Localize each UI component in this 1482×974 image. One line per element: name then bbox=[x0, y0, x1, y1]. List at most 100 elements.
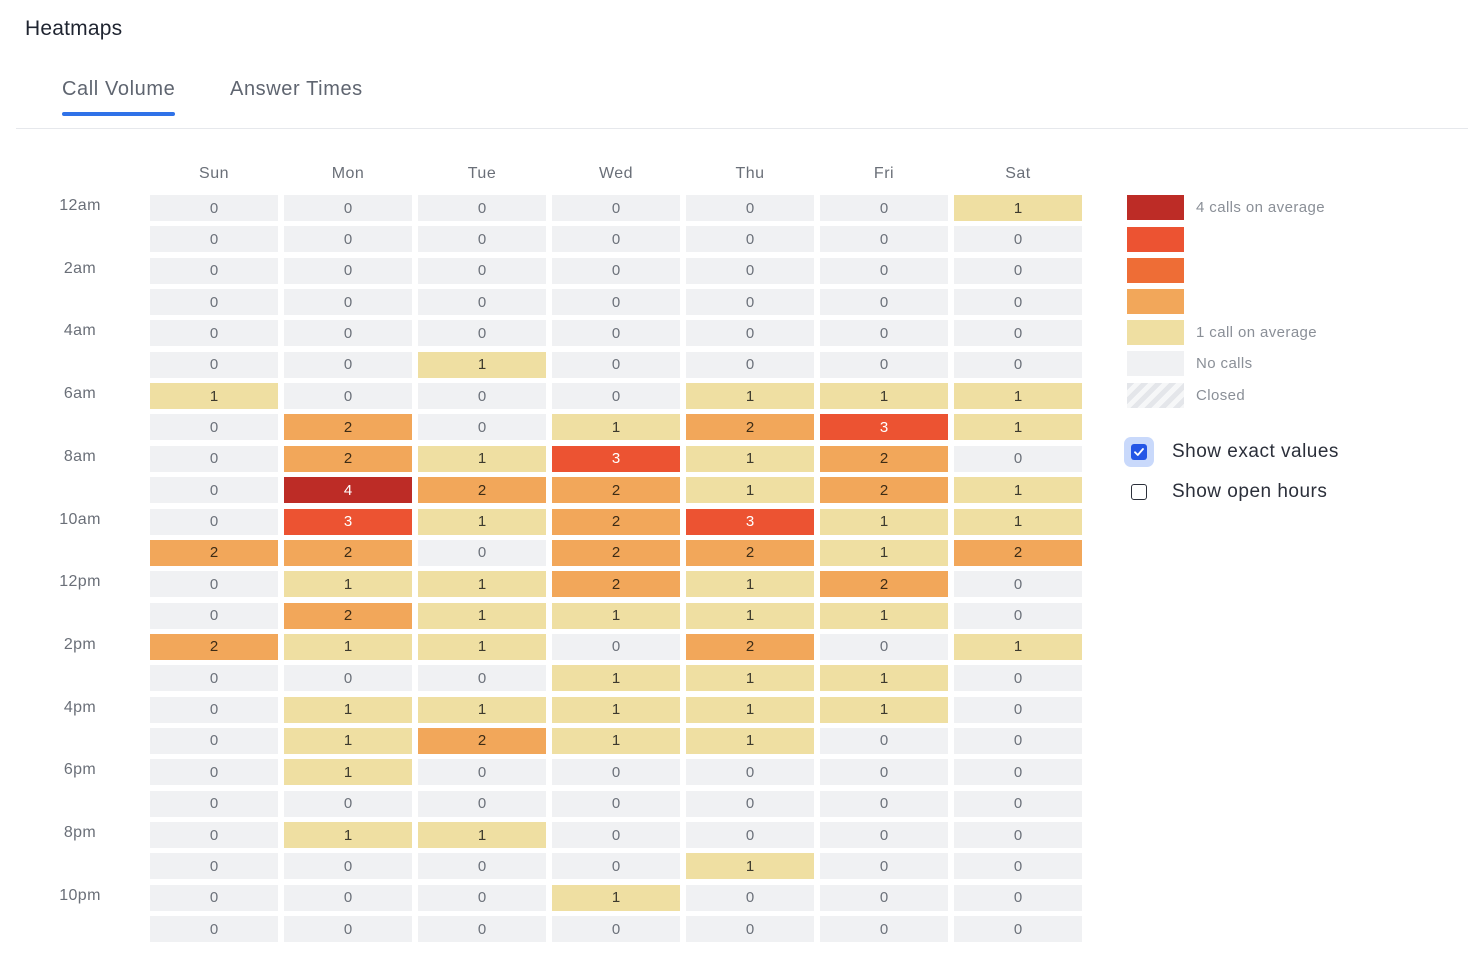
heatmap-cell[interactable]: 2 bbox=[418, 477, 546, 504]
show-open-hours-option[interactable]: Show open hours bbox=[1124, 477, 1327, 507]
heatmap-cell[interactable]: 2 bbox=[150, 633, 278, 660]
tab-answer-times[interactable]: Answer Times bbox=[230, 78, 363, 115]
heatmap-cell[interactable]: 0 bbox=[418, 853, 546, 880]
heatmap-cell[interactable]: 0 bbox=[686, 822, 814, 848]
heatmap-cell[interactable]: 2 bbox=[284, 414, 412, 441]
heatmap-cell[interactable]: 0 bbox=[418, 383, 546, 410]
heatmap-cell[interactable]: 1 bbox=[418, 351, 546, 378]
heatmap-cell[interactable]: 0 bbox=[284, 916, 412, 943]
heatmap-cell[interactable]: 0 bbox=[686, 226, 814, 253]
heatmap-cell[interactable]: 1 bbox=[820, 665, 948, 692]
heatmap-cell[interactable]: 1 bbox=[686, 383, 814, 410]
heatmap-cell[interactable]: 1 bbox=[418, 633, 546, 660]
heatmap-cell[interactable]: 1 bbox=[284, 571, 412, 598]
heatmap-cell[interactable]: 0 bbox=[954, 916, 1082, 943]
heatmap-cell[interactable]: 4 bbox=[284, 477, 412, 504]
heatmap-cell[interactable]: 0 bbox=[552, 853, 680, 880]
heatmap-cell[interactable]: 2 bbox=[552, 571, 680, 598]
heatmap-cell[interactable]: 1 bbox=[954, 508, 1082, 535]
heatmap-cell[interactable]: 0 bbox=[418, 289, 546, 316]
heatmap-cell[interactable]: 1 bbox=[284, 696, 412, 723]
heatmap-cell[interactable]: 0 bbox=[150, 790, 278, 817]
heatmap-cell[interactable]: 1 bbox=[820, 602, 948, 629]
heatmap-cell[interactable]: 3 bbox=[284, 508, 412, 535]
heatmap-cell[interactable]: 1 bbox=[552, 696, 680, 723]
heatmap-cell[interactable]: 0 bbox=[284, 226, 412, 253]
heatmap-cell[interactable]: 2 bbox=[686, 633, 814, 660]
heatmap-cell[interactable]: 0 bbox=[150, 696, 278, 723]
heatmap-cell[interactable]: 0 bbox=[820, 727, 948, 754]
heatmap-cell[interactable]: 0 bbox=[552, 320, 680, 347]
heatmap-cell[interactable]: 0 bbox=[418, 790, 546, 817]
heatmap-cell[interactable]: 0 bbox=[418, 665, 546, 692]
heatmap-cell[interactable]: 0 bbox=[284, 665, 412, 692]
heatmap-cell[interactable]: 0 bbox=[150, 884, 278, 911]
heatmap-cell[interactable]: 0 bbox=[284, 790, 412, 817]
heatmap-cell[interactable]: 0 bbox=[150, 320, 278, 347]
heatmap-cell[interactable]: 0 bbox=[418, 414, 546, 441]
heatmap-cell[interactable]: 1 bbox=[954, 195, 1082, 221]
heatmap-cell[interactable]: 0 bbox=[284, 195, 412, 221]
heatmap-cell[interactable]: 0 bbox=[820, 822, 948, 848]
heatmap-cell[interactable]: 0 bbox=[820, 320, 948, 347]
heatmap-cell[interactable]: 0 bbox=[954, 571, 1082, 598]
heatmap-cell[interactable]: 0 bbox=[150, 571, 278, 598]
heatmap-cell[interactable]: 0 bbox=[820, 884, 948, 911]
show-exact-values-option[interactable]: Show exact values bbox=[1124, 437, 1339, 467]
heatmap-cell[interactable]: 2 bbox=[820, 445, 948, 472]
heatmap-cell[interactable]: 3 bbox=[820, 414, 948, 441]
heatmap-cell[interactable]: 0 bbox=[150, 195, 278, 221]
heatmap-cell[interactable]: 0 bbox=[686, 289, 814, 316]
heatmap-cell[interactable]: 1 bbox=[686, 727, 814, 754]
heatmap-cell[interactable]: 0 bbox=[284, 257, 412, 284]
heatmap-cell[interactable]: 1 bbox=[954, 477, 1082, 504]
heatmap-cell[interactable]: 0 bbox=[150, 257, 278, 284]
heatmap-cell[interactable]: 1 bbox=[552, 665, 680, 692]
heatmap-cell[interactable]: 0 bbox=[150, 759, 278, 786]
heatmap-cell[interactable]: 0 bbox=[954, 853, 1082, 880]
heatmap-cell[interactable]: 1 bbox=[284, 822, 412, 848]
heatmap-cell[interactable]: 0 bbox=[284, 320, 412, 347]
heatmap-cell[interactable]: 0 bbox=[284, 289, 412, 316]
heatmap-cell[interactable]: 0 bbox=[552, 289, 680, 316]
heatmap-cell[interactable]: 1 bbox=[954, 414, 1082, 441]
heatmap-cell[interactable]: 1 bbox=[418, 822, 546, 848]
heatmap-cell[interactable]: 0 bbox=[954, 727, 1082, 754]
heatmap-cell[interactable]: 0 bbox=[954, 665, 1082, 692]
heatmap-cell[interactable]: 1 bbox=[150, 383, 278, 410]
heatmap-cell[interactable]: 1 bbox=[820, 508, 948, 535]
heatmap-cell[interactable]: 0 bbox=[686, 884, 814, 911]
heatmap-cell[interactable]: 0 bbox=[686, 759, 814, 786]
heatmap-cell[interactable]: 3 bbox=[686, 508, 814, 535]
heatmap-cell[interactable]: 2 bbox=[552, 508, 680, 535]
heatmap-cell[interactable]: 0 bbox=[552, 226, 680, 253]
heatmap-cell[interactable]: 0 bbox=[552, 759, 680, 786]
heatmap-cell[interactable]: 0 bbox=[552, 383, 680, 410]
heatmap-cell[interactable]: 1 bbox=[552, 602, 680, 629]
heatmap-cell[interactable]: 0 bbox=[552, 257, 680, 284]
heatmap-cell[interactable]: 0 bbox=[954, 226, 1082, 253]
heatmap-cell[interactable]: 0 bbox=[820, 351, 948, 378]
heatmap-cell[interactable]: 0 bbox=[820, 759, 948, 786]
heatmap-cell[interactable]: 0 bbox=[954, 445, 1082, 472]
heatmap-cell[interactable]: 0 bbox=[418, 539, 546, 566]
heatmap-cell[interactable]: 0 bbox=[820, 195, 948, 221]
heatmap-cell[interactable]: 0 bbox=[954, 696, 1082, 723]
heatmap-cell[interactable]: 0 bbox=[954, 320, 1082, 347]
heatmap-cell[interactable]: 0 bbox=[150, 727, 278, 754]
heatmap-cell[interactable]: 1 bbox=[686, 696, 814, 723]
heatmap-cell[interactable]: 0 bbox=[284, 351, 412, 378]
heatmap-cell[interactable]: 1 bbox=[686, 445, 814, 472]
heatmap-cell[interactable]: 1 bbox=[552, 727, 680, 754]
heatmap-cell[interactable]: 1 bbox=[686, 571, 814, 598]
heatmap-cell[interactable]: 0 bbox=[820, 257, 948, 284]
heatmap-cell[interactable]: 0 bbox=[686, 790, 814, 817]
heatmap-cell[interactable]: 0 bbox=[284, 853, 412, 880]
heatmap-cell[interactable]: 0 bbox=[150, 414, 278, 441]
heatmap-cell[interactable]: 0 bbox=[686, 320, 814, 347]
heatmap-cell[interactable]: 0 bbox=[686, 257, 814, 284]
heatmap-cell[interactable]: 1 bbox=[954, 383, 1082, 410]
heatmap-cell[interactable]: 0 bbox=[150, 289, 278, 316]
heatmap-cell[interactable]: 2 bbox=[686, 539, 814, 566]
heatmap-cell[interactable]: 0 bbox=[820, 916, 948, 943]
